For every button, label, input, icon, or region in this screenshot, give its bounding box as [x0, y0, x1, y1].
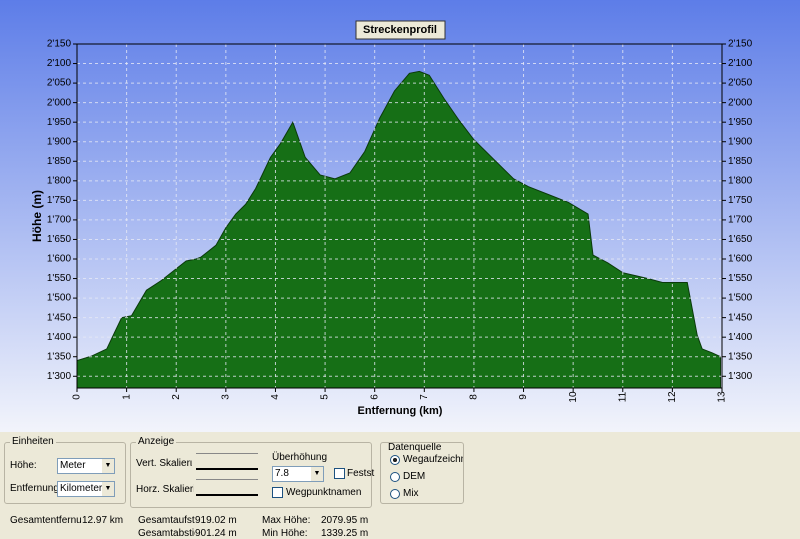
stat-label: Gesamtaufstieç [138, 515, 195, 526]
x-tick-label: 4 [270, 394, 281, 400]
y-tick-label: 2'100 [47, 58, 72, 69]
y2-tick-label: 1'950 [728, 117, 753, 128]
plot-frame [76, 43, 723, 389]
y-tick-label: 1'300 [47, 371, 72, 382]
x-tick-label: 5 [320, 394, 331, 400]
x-tick-label: 7 [419, 394, 430, 400]
label: Vert. Skalierι [136, 458, 193, 469]
label: DEM [403, 471, 426, 482]
x-tick-label: 12 [667, 391, 678, 403]
stat-label: Max Höhe: [262, 515, 311, 526]
einheiten-group: Einheiten Höhe: Meter Entfernung: Kilome… [4, 436, 126, 504]
anzeige-group: Anzeige Vert. Skalierι Horz. Skalieri Üb… [130, 436, 375, 508]
y-tick-label: 2'050 [47, 78, 72, 89]
y-axis-label: Höhe (m) [30, 190, 44, 242]
datenquelle-group: Datenquelle Wegaufzeichnı DEM Mix [380, 442, 464, 504]
stat-label: Gesamtentfernur [10, 515, 82, 526]
y2-tick-label: 2'000 [728, 97, 753, 108]
y2-tick-label: 1'450 [728, 312, 753, 323]
y-tick-label: 1'700 [47, 215, 72, 226]
chart-title: Streckenprofil [363, 24, 437, 36]
label: Überhöhung [272, 452, 328, 463]
y2-tick-label: 1'900 [728, 136, 753, 147]
stat-value: 919.02 m [195, 515, 237, 526]
wegpunkt-checkbox[interactable] [272, 487, 283, 498]
x-tick-label: 10 [568, 391, 579, 403]
y2-tick-label: 2'150 [728, 39, 753, 50]
y-tick-label: 1'950 [47, 117, 72, 128]
label: Wegaufzeichnı [403, 454, 464, 465]
y-tick-label: 1'450 [47, 312, 72, 323]
hoehe-combo[interactable]: Meter [57, 458, 115, 474]
y-tick-label: 2'000 [47, 97, 72, 108]
y-tick-label: 1'750 [47, 195, 72, 206]
horz-slider[interactable] [196, 479, 258, 496]
y2-tick-label: 1'700 [728, 215, 753, 226]
y2-tick-label: 1'300 [728, 371, 753, 382]
label: Horz. Skalieri [136, 484, 194, 495]
x-tick-label: 8 [469, 394, 480, 400]
y-tick-label: 1'350 [47, 351, 72, 362]
settings-panel: Einheiten Höhe: Meter Entfernung: Kilome… [0, 432, 800, 539]
y2-tick-label: 1'550 [728, 273, 753, 284]
y-tick-label: 1'600 [47, 254, 72, 265]
group-legend: Datenquelle [386, 442, 444, 453]
label: Mix [403, 488, 419, 499]
y-tick-label: 1'900 [47, 136, 72, 147]
ueberhoehung-spin[interactable]: 7.8 [272, 466, 324, 482]
chart: Streckenprofil Höhe (m) Entfernung (km) … [0, 0, 800, 432]
y2-tick-label: 2'100 [728, 58, 753, 69]
y2-tick-label: 1'750 [728, 195, 753, 206]
y-tick-label: 2'150 [47, 39, 72, 50]
y-tick-label: 1'500 [47, 293, 72, 304]
y2-tick-label: 1'400 [728, 332, 753, 343]
y2-tick-label: 1'850 [728, 156, 753, 167]
x-tick-label: 11 [617, 391, 628, 402]
x-tick-label: 2 [171, 394, 182, 400]
group-legend: Anzeige [136, 436, 177, 447]
x-tick-label: 9 [518, 394, 529, 400]
radio[interactable] [390, 455, 400, 465]
y2-tick-label: 1'650 [728, 234, 753, 245]
stat-value: 901.24 m [195, 528, 237, 539]
x-tick-label: 6 [369, 394, 380, 400]
stat-value: 12.97 km [82, 515, 124, 526]
stat-value: 1339.25 m [321, 528, 369, 539]
y2-tick-label: 1'800 [728, 175, 753, 186]
title-box [355, 20, 446, 40]
x-tick-label: 13 [717, 391, 728, 403]
x-axis-label: Entfernung (km) [358, 405, 443, 417]
vert-slider[interactable] [196, 453, 258, 470]
y-tick-label: 1'400 [47, 332, 72, 343]
y2-tick-label: 1'500 [728, 293, 753, 304]
group-legend: Einheiten [10, 436, 56, 447]
y-tick-label: 1'650 [47, 234, 72, 245]
stat-label: Min Höhe: [262, 528, 308, 539]
stat-label: Gesamtabstieg: [138, 528, 195, 539]
festst-checkbox[interactable] [334, 468, 345, 479]
radio[interactable] [390, 472, 400, 482]
entfernung-combo[interactable]: Kilometer [57, 481, 115, 497]
stat-value: 2079.95 m [321, 515, 369, 526]
label: Wegpunktnamen [286, 487, 362, 498]
x-tick-label: 0 [72, 394, 83, 400]
y2-tick-label: 1'350 [728, 351, 753, 362]
elevation-area [76, 70, 722, 389]
radio[interactable] [390, 489, 400, 499]
label: Höhe: [10, 460, 37, 471]
y-tick-label: 1'850 [47, 156, 72, 167]
y2-tick-label: 2'050 [728, 78, 753, 89]
y-tick-label: 1'800 [47, 175, 72, 186]
x-tick-label: 3 [220, 394, 231, 400]
y2-tick-label: 1'600 [728, 254, 753, 265]
label: Entfernung: [10, 483, 62, 494]
label: Festst [347, 468, 375, 479]
y-tick-label: 1'550 [47, 273, 72, 284]
x-tick-label: 1 [121, 394, 132, 400]
